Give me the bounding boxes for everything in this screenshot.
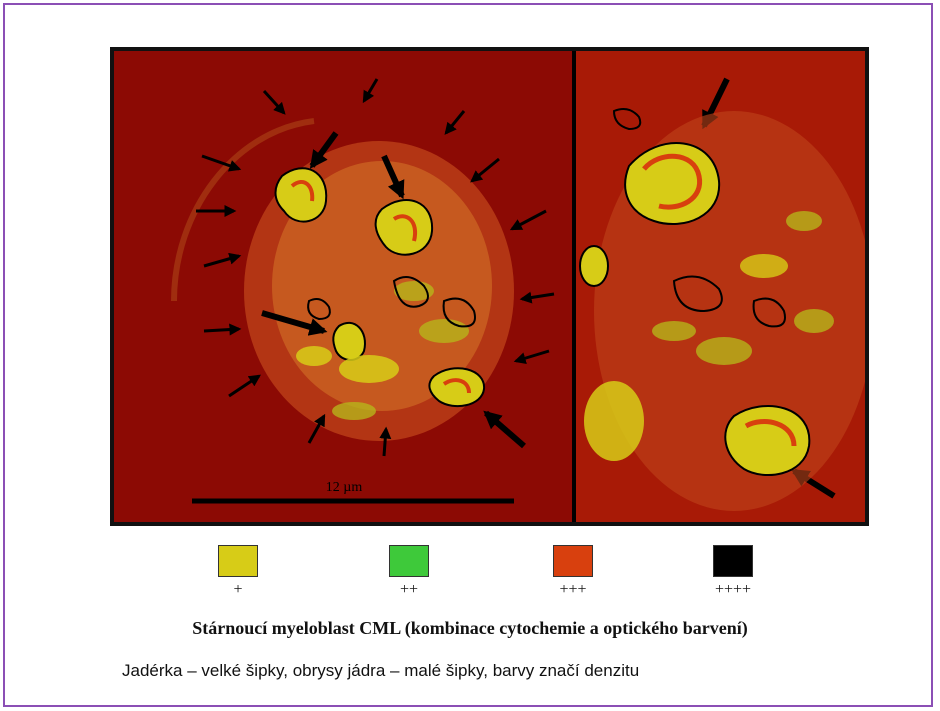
- legend-swatch-plus: [218, 545, 258, 577]
- figure-frame: [3, 3, 933, 707]
- legend-swatch-plus2: [389, 545, 429, 577]
- figure-subtitle: Jadérka – velké šipky, obrysy jádra – ma…: [122, 661, 640, 680]
- micrograph-image: 12 µm: [110, 47, 869, 526]
- cell-left: [171, 118, 514, 441]
- legend-swatch-plus4: [713, 545, 753, 577]
- legend-label-plus2: ++: [399, 581, 419, 598]
- scale-bar-label: 12 µm: [326, 480, 363, 495]
- figure-title: Stárnoucí myeloblast CML (kombinace cyto…: [192, 618, 748, 638]
- small-arrows: [196, 78, 555, 457]
- micrograph-svg: 12 µm: [114, 51, 865, 522]
- legend-label-plus: +: [233, 581, 243, 598]
- legend-label-plus3: +++: [559, 581, 587, 598]
- legend-swatch-plus3: [553, 545, 593, 577]
- legend-label-plus4: ++++: [714, 581, 752, 598]
- cell-right: [579, 108, 865, 511]
